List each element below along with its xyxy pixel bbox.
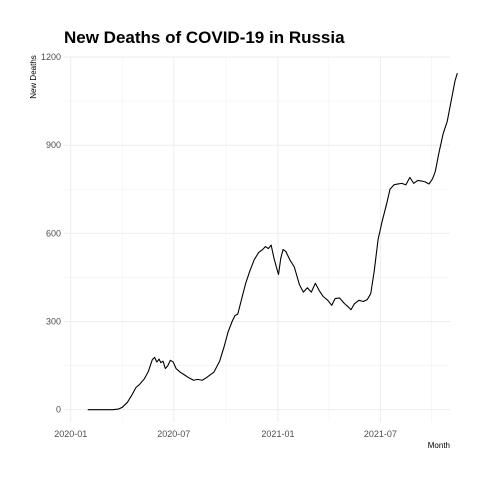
y-tick-label: 1200 [41,52,61,62]
y-tick-label: 900 [46,140,61,150]
y-tick-label: 600 [46,228,61,238]
x-axis-label: Month [428,441,450,450]
x-tick-label: 2020-07 [157,429,190,439]
chart-title: New Deaths of COVID-19 in Russia [64,28,345,47]
y-tick-label: 0 [56,405,61,415]
x-tick-label: 2020-01 [54,429,87,439]
x-tick-label: 2021-07 [364,429,397,439]
x-tick-label: 2021-01 [261,429,294,439]
series-line [87,72,458,411]
y-axis-label: New Deaths [29,55,38,99]
y-tick-label: 300 [46,316,61,326]
tick-labels: 0 300 600 900 1200 2020-01 2020-07 2021-01 2021-… [41,52,397,439]
plot-area [87,72,458,411]
grid-lines [64,56,450,422]
